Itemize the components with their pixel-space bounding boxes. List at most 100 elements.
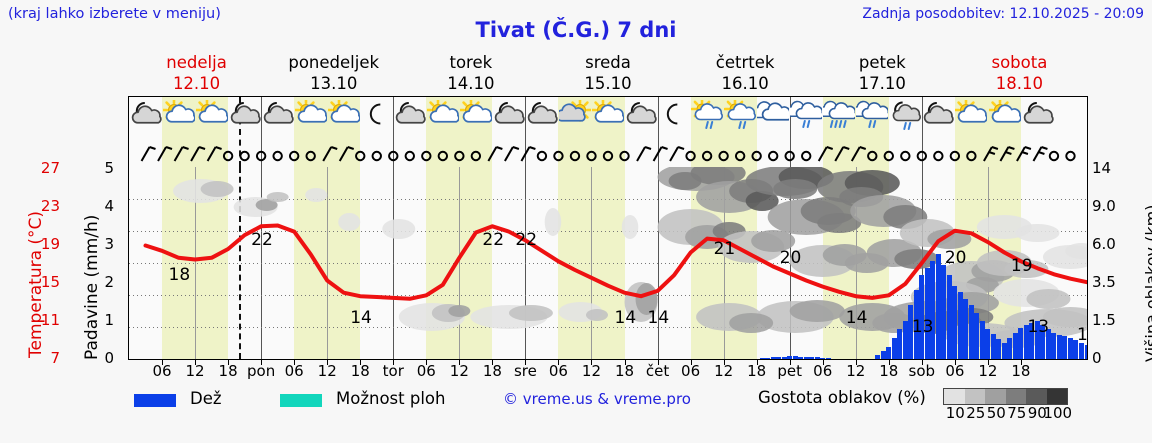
cloudheight-tick-3: 3.5	[1092, 273, 1116, 291]
weather-icon-cloud-rain-heavy	[822, 97, 856, 141]
temperature-tick-3: 15	[40, 273, 60, 291]
x-axis-tick: 06	[152, 362, 172, 380]
current-time-marker	[239, 97, 242, 167]
legend-label-showers: Možnost ploh	[336, 389, 446, 408]
horizontal-gridline	[129, 263, 1087, 264]
cloudheight-tick-5: 0	[1092, 349, 1102, 367]
sun-cloud-icon	[955, 100, 988, 130]
x-axis-tick: sob	[908, 362, 936, 380]
weather-icon-sun-cloud	[327, 97, 361, 141]
day-name: četrtek	[715, 53, 775, 72]
weather-icon-sun-cloud	[426, 97, 460, 141]
cloud-sun-icon	[559, 100, 592, 130]
cloud-rain-heavy-icon	[823, 100, 856, 130]
day-header-2: ponedeljek 13.10	[265, 52, 402, 94]
day-separator	[657, 97, 659, 167]
day-name: petek	[858, 53, 906, 72]
weather-icon-moon	[360, 97, 394, 141]
temperature-axis-title: Temperatura (°C)	[6, 168, 46, 358]
day-separator	[261, 97, 263, 167]
cloudheight-axis-title: Višina oblakov (km)	[1122, 166, 1152, 362]
day-separator	[921, 97, 923, 167]
weather-icon-moon	[657, 97, 691, 141]
rain-bar	[765, 357, 771, 359]
cloud-density-legend-title: Gostota oblakov (%)	[758, 388, 926, 407]
moon-cloud-icon	[229, 100, 261, 130]
rain-bar	[902, 320, 908, 359]
day-date: 12.10	[172, 74, 221, 93]
rain-bar	[968, 304, 974, 359]
x-axis-tick: 12	[185, 362, 205, 380]
day-name: sobota	[991, 53, 1048, 72]
x-axis-tick: 06	[416, 362, 436, 380]
x-axis-tick: tor	[382, 362, 404, 380]
x-axis-tick: pet	[777, 362, 803, 380]
rain-bar	[787, 356, 793, 359]
x-axis-tickmark	[624, 360, 626, 365]
x-axis-tick: 06	[945, 362, 965, 380]
temperature-label: 13	[1027, 316, 1050, 337]
x-axis-tickmark	[789, 360, 791, 365]
location-menu-hint[interactable]: (kraj lahko izberete v meniju)	[8, 6, 221, 22]
rain-bar	[891, 338, 897, 359]
weather-icon-moon-cloud	[129, 97, 163, 141]
horizontal-gridline	[129, 327, 1087, 328]
rain-bar	[1056, 334, 1062, 359]
rain-bar	[974, 313, 980, 359]
x-axis-tick: 06	[548, 362, 568, 380]
moon-cloud-icon	[922, 100, 955, 130]
cloud-density-step	[1026, 389, 1047, 404]
cloud-density-step	[985, 389, 1006, 404]
cloud-rain-icon	[856, 100, 889, 130]
rain-bar	[919, 275, 925, 359]
cloud-density-step-label: 25	[966, 404, 986, 422]
cloud-icon	[757, 100, 790, 130]
x-axis-tickmark	[888, 360, 890, 365]
weather-icon-sun-cloud	[294, 97, 328, 141]
rain-bar	[814, 357, 820, 359]
horizontal-gridline	[129, 295, 1087, 296]
temperature-tick-2: 19	[40, 235, 60, 253]
horizontal-gridline	[129, 231, 1087, 232]
weather-icon-moon-cloud-rain	[888, 97, 922, 141]
weather-icon-sun-cloud	[162, 97, 196, 141]
rain-bar	[897, 329, 903, 359]
cloudheight-axis-ticks: 14 9.0 6.0 3.5 1.5 0	[1092, 159, 1122, 367]
x-axis-tick: 12	[581, 362, 602, 380]
temperature-label: 13	[911, 316, 934, 337]
x-axis-tick: 18	[879, 362, 899, 380]
rain-bar	[930, 261, 936, 359]
weather-icon-moon-cloud	[261, 97, 295, 141]
cloudheight-axis-title-text: Višina oblakov (km)	[1142, 204, 1152, 362]
temperature-label: 20	[779, 247, 802, 268]
moon-cloud-icon	[625, 100, 657, 130]
temperature-label: 14	[614, 307, 637, 328]
rain-bar	[1040, 324, 1046, 359]
cloudheight-tick-0: 14	[1092, 159, 1112, 177]
rain-bar	[941, 264, 947, 359]
weather-icon-band	[129, 97, 1087, 167]
sun-cloud-rain-icon	[691, 100, 724, 130]
rain-bar	[880, 350, 886, 359]
x-axis-tickmark	[195, 360, 197, 365]
moon-cloud-icon	[493, 100, 525, 130]
x-axis-tickmark	[261, 360, 263, 365]
moon-cloud-icon	[1022, 100, 1054, 130]
rain-bar	[952, 285, 958, 359]
rain-bar	[825, 358, 831, 359]
temperature-label: 18	[168, 265, 191, 285]
copyright-link[interactable]: © vreme.us & vreme.pro	[503, 390, 691, 408]
x-axis-tickmark	[657, 360, 659, 365]
wind-barb-row	[129, 141, 1087, 167]
day-date: 16.10	[721, 74, 769, 93]
day-header-7: sobota 18.10	[951, 52, 1088, 94]
day-date: 17.10	[858, 74, 906, 93]
x-axis-tickmark	[690, 360, 692, 365]
day-header-4: sreda 15.10	[539, 52, 676, 94]
precipitation-tick-4: 1	[104, 311, 114, 329]
weather-icon-sun-cloud	[987, 97, 1021, 141]
rain-bar	[979, 321, 985, 359]
rain-bar	[1001, 343, 1007, 359]
x-axis-tick: 18	[614, 362, 635, 380]
legend-swatch-rain	[134, 394, 176, 407]
